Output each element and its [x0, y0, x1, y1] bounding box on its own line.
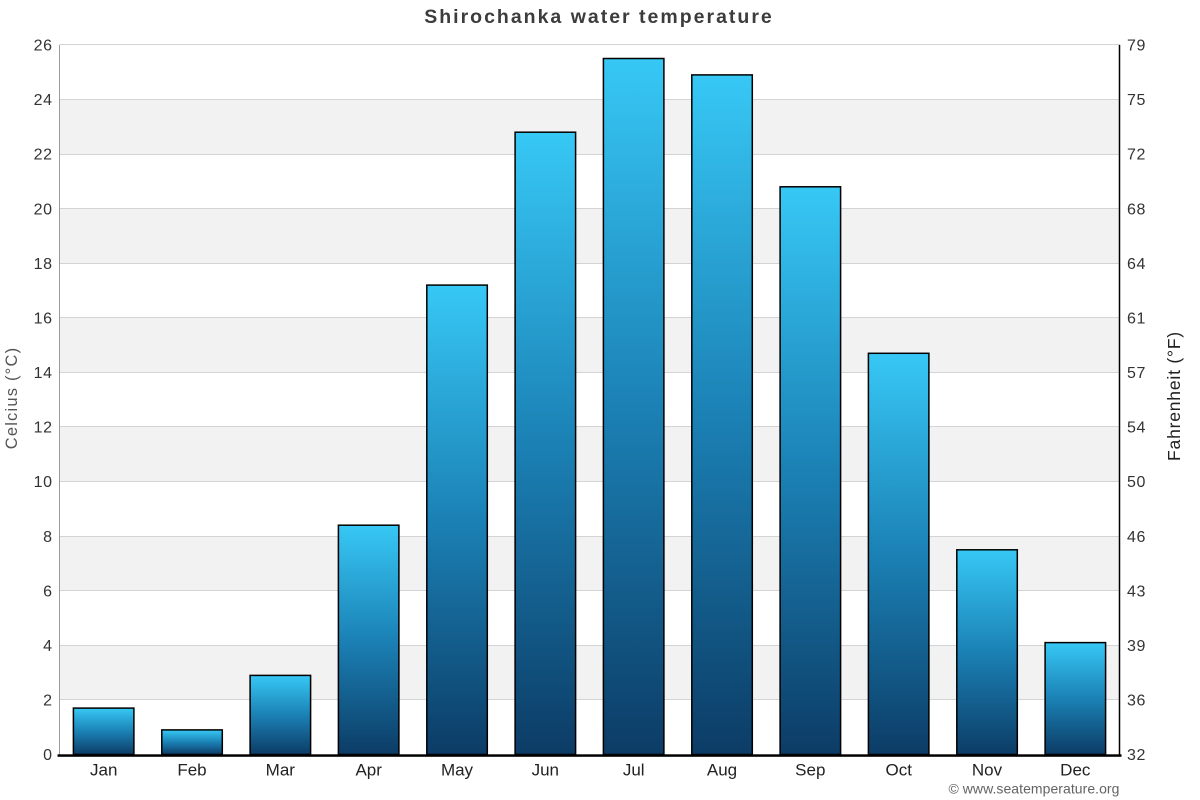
- svg-text:Feb: Feb: [177, 761, 206, 780]
- svg-text:14: 14: [34, 365, 53, 382]
- svg-text:Jul: Jul: [623, 761, 645, 780]
- svg-text:May: May: [441, 761, 474, 780]
- svg-text:Jan: Jan: [90, 761, 117, 780]
- svg-text:10: 10: [34, 474, 53, 491]
- svg-text:2: 2: [43, 693, 53, 710]
- svg-text:12: 12: [34, 420, 53, 437]
- svg-text:26: 26: [34, 38, 53, 55]
- svg-text:Celcius (°C): Celcius (°C): [3, 347, 21, 450]
- svg-text:32: 32: [1127, 747, 1146, 764]
- svg-text:Sep: Sep: [795, 761, 825, 780]
- svg-text:Nov: Nov: [972, 761, 1003, 780]
- svg-text:64: 64: [1127, 256, 1146, 273]
- svg-text:54: 54: [1127, 420, 1146, 437]
- svg-text:Aug: Aug: [707, 761, 737, 780]
- svg-text:Oct: Oct: [885, 761, 912, 780]
- svg-text:Shirochanka water temperature: Shirochanka water temperature: [424, 6, 774, 28]
- svg-text:68: 68: [1127, 201, 1146, 218]
- svg-text:36: 36: [1127, 693, 1146, 710]
- svg-text:Fahrenheit (°F): Fahrenheit (°F): [1164, 331, 1184, 461]
- svg-text:61: 61: [1127, 310, 1146, 327]
- svg-text:50: 50: [1127, 474, 1146, 491]
- svg-text:22: 22: [34, 147, 53, 164]
- svg-text:© www.seatemperature.org: © www.seatemperature.org: [948, 781, 1119, 797]
- svg-text:Mar: Mar: [266, 761, 296, 780]
- svg-text:Apr: Apr: [355, 761, 382, 780]
- svg-text:Dec: Dec: [1060, 761, 1091, 780]
- svg-text:6: 6: [43, 583, 53, 600]
- svg-text:43: 43: [1127, 583, 1146, 600]
- svg-text:46: 46: [1127, 529, 1146, 546]
- svg-text:16: 16: [34, 310, 53, 327]
- svg-text:24: 24: [34, 92, 53, 109]
- svg-text:8: 8: [43, 529, 53, 546]
- svg-text:20: 20: [34, 201, 53, 218]
- svg-text:57: 57: [1127, 365, 1146, 382]
- svg-text:4: 4: [43, 638, 53, 655]
- svg-text:75: 75: [1127, 92, 1146, 109]
- svg-text:39: 39: [1127, 638, 1146, 655]
- svg-text:72: 72: [1127, 147, 1146, 164]
- svg-text:18: 18: [34, 256, 53, 273]
- svg-text:0: 0: [43, 747, 53, 764]
- svg-text:79: 79: [1127, 38, 1146, 55]
- svg-text:Jun: Jun: [532, 761, 559, 780]
